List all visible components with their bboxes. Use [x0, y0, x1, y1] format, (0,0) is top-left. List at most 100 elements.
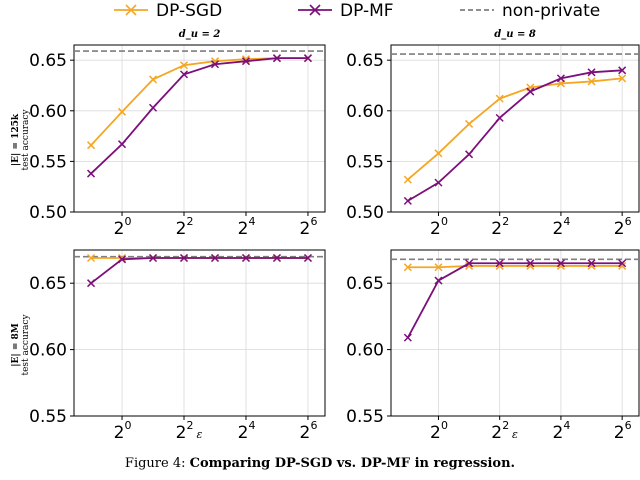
series-dp-mf	[403, 259, 627, 342]
panel-2: 0.500.550.600.652 0 2 2 2 4 2 6d_u = 8	[346, 29, 640, 239]
data-point	[148, 253, 158, 262]
data-point	[434, 263, 443, 272]
y-tick-label: 0.60	[346, 102, 384, 122]
y-tick-label: 0.65	[29, 51, 67, 71]
x-tick-label: 2	[238, 423, 249, 443]
x-tick-label: 2	[430, 423, 441, 443]
y-tick-label: 0.65	[29, 274, 67, 294]
data-point	[87, 141, 96, 150]
x-tick-label: 2	[300, 423, 311, 443]
x-tick-exponent: 6	[625, 215, 632, 228]
data-point	[87, 253, 96, 262]
x-axis-label: ε	[512, 428, 518, 441]
y-tick-label: 0.55	[346, 152, 384, 172]
data-point	[495, 113, 504, 122]
figure-caption: Figure 4: Comparing DP-SGD vs. DP-MF in …	[0, 456, 640, 471]
series-line	[90, 57, 308, 146]
panel-title: d_u = 8	[494, 29, 536, 40]
x-tick-exponent: 0	[441, 215, 448, 228]
data-point	[556, 74, 565, 83]
data-point	[179, 70, 189, 79]
data-point	[179, 61, 189, 70]
series-dp-mf	[87, 253, 312, 288]
grid	[391, 250, 639, 417]
x-tick-label: 2	[114, 219, 125, 239]
data-point	[210, 60, 220, 69]
data-point	[303, 253, 312, 262]
data-point	[465, 119, 474, 128]
legend: DP-SGD DP-MF non-private	[114, 1, 600, 21]
x-tick-label: 2	[300, 219, 311, 239]
data-point	[403, 196, 412, 205]
panels: 0.500.550.600.652 0 2 2 2 4 2 6d_u = 20.500.550…	[29, 29, 640, 443]
x-tick-label: 2	[238, 219, 249, 239]
data-point	[118, 140, 127, 149]
data-point	[434, 276, 443, 285]
data-point	[148, 75, 158, 84]
data-point	[526, 259, 535, 268]
plot-frame	[73, 44, 326, 213]
y-tick-label: 0.65	[346, 51, 384, 71]
legend-x-marker-icon	[125, 4, 137, 16]
series-line	[90, 57, 308, 175]
y-tick-label: 0.60	[29, 341, 67, 361]
y-tick-label: 0.55	[29, 407, 67, 427]
y-tick-label: 0.65	[346, 274, 384, 294]
row-label-metric: test accuracy	[21, 314, 31, 376]
data-point	[87, 279, 96, 288]
row-label-size: |E| = 125k	[11, 113, 21, 166]
series-line	[90, 257, 308, 284]
x-tick-exponent: 2	[502, 419, 509, 432]
data-point	[272, 54, 281, 63]
data-point	[210, 253, 220, 262]
data-point	[403, 175, 412, 184]
series-dp-mf	[87, 54, 312, 178]
series-line	[407, 262, 623, 339]
data-point	[526, 87, 535, 96]
x-tick-exponent: 2	[187, 419, 194, 432]
x-tick-exponent: 2	[187, 215, 194, 228]
data-point	[587, 259, 596, 268]
data-point	[118, 107, 127, 116]
x-tick-exponent: 0	[125, 419, 132, 432]
data-point	[303, 54, 312, 63]
x-tick-label: 2	[176, 423, 187, 443]
x-axis-label: ε	[197, 428, 203, 441]
row-labels: |E| = 125k test accuracy|E| = 8M test accu…	[11, 109, 31, 376]
x-tick-label: 2	[114, 423, 125, 443]
series-dp-mf	[403, 66, 627, 205]
grid	[74, 250, 325, 417]
plot-frame	[390, 44, 640, 213]
x-tick-label: 2	[430, 219, 441, 239]
panel-title: d_u = 2	[179, 29, 221, 40]
series-line	[407, 265, 623, 269]
data-point	[465, 150, 474, 159]
data-point	[495, 259, 504, 268]
data-point	[179, 253, 189, 262]
data-point	[87, 169, 96, 178]
data-point	[465, 259, 474, 268]
data-point	[118, 255, 127, 264]
x-tick-exponent: 6	[625, 419, 632, 432]
legend-label: DP-MF	[340, 1, 394, 21]
series-line	[407, 77, 623, 181]
legend-entry-dp-mf: DP-MF	[298, 1, 394, 21]
x-tick-label: 2	[614, 423, 625, 443]
data-point	[403, 333, 412, 342]
y-tick-label: 0.50	[29, 203, 67, 223]
x-tick-label: 2	[553, 423, 564, 443]
data-point	[434, 178, 443, 187]
y-tick-label: 0.55	[29, 152, 67, 172]
x-tick-label: 2	[491, 423, 502, 443]
x-tick-label: 2	[491, 219, 502, 239]
data-point	[272, 253, 281, 262]
data-point	[618, 259, 627, 268]
x-tick-exponent: 0	[125, 215, 132, 228]
row-label-2: |E| = 8M test accuracy	[11, 314, 31, 376]
data-point	[148, 103, 158, 112]
x-tick-exponent: 4	[248, 215, 255, 228]
data-point	[495, 94, 504, 103]
row-label-metric: test accuracy	[21, 109, 31, 171]
x-tick-exponent: 0	[441, 419, 448, 432]
